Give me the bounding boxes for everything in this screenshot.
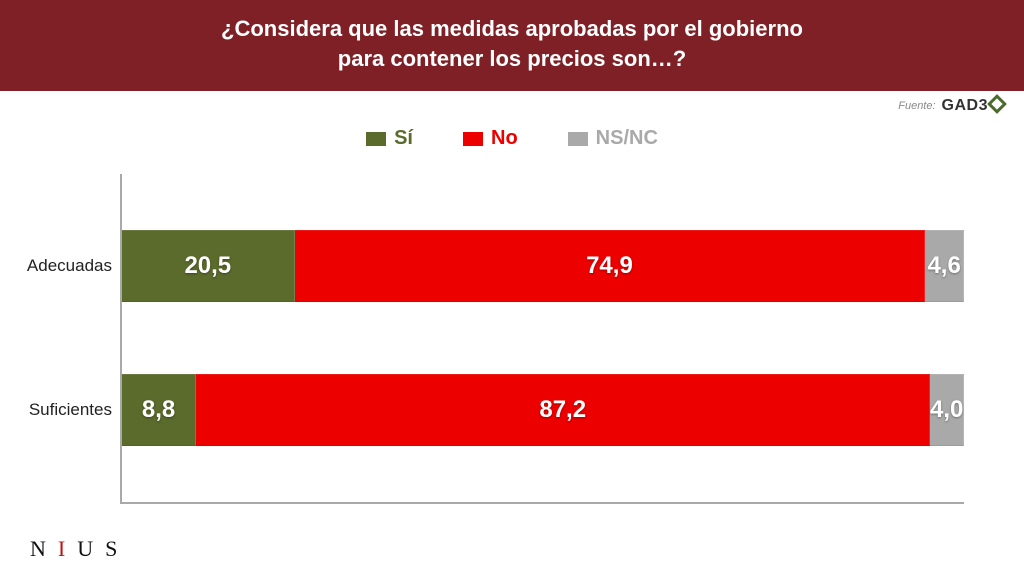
chart-area: Adecuadas20,574,94,6 Suficientes8,887,24,… (120, 174, 964, 504)
source-logo-text: GAD3 (942, 97, 988, 114)
page-container: ¿Considera que las medidas aprobadas por… (0, 0, 1024, 576)
title-line-2: para contener los precios son…? (40, 44, 984, 74)
footer-logo-letter: S (105, 536, 129, 561)
title-bar: ¿Considera que las medidas aprobadas por… (0, 0, 1024, 91)
chart-row: Adecuadas20,574,94,6 (122, 230, 964, 302)
legend-item: NS/NC (568, 127, 658, 150)
chart-legend: Sí No NS/NC (0, 127, 1024, 150)
source-label: Fuente: (898, 100, 935, 112)
legend-swatch (366, 132, 386, 146)
bar-segment: 8,8 (122, 374, 196, 446)
bar-segment: 4,0 (930, 374, 964, 446)
legend-label: NS/NC (596, 127, 658, 150)
footer-logo-letter: U (77, 536, 105, 561)
footer-logo-letter: N (30, 536, 58, 561)
legend-item: No (463, 127, 518, 150)
bar-track: 20,574,94,6 (122, 230, 964, 302)
chart-row: Suficientes8,887,24,0 (122, 374, 964, 446)
row-label: Adecuadas (12, 256, 112, 276)
legend-label: No (491, 127, 518, 150)
footer-logo: NIUS (30, 536, 129, 562)
row-label: Suficientes (12, 400, 112, 420)
bar-segment: 74,9 (295, 230, 926, 302)
source-logo: GAD3 (942, 97, 1004, 115)
bar-track: 8,887,24,0 (122, 374, 964, 446)
legend-swatch (463, 132, 483, 146)
legend-swatch (568, 132, 588, 146)
bar-segment: 87,2 (196, 374, 930, 446)
title-line-1: ¿Considera que las medidas aprobadas por… (40, 14, 984, 44)
cube-icon (987, 94, 1007, 114)
source-row: Fuente: GAD3 (0, 91, 1024, 115)
legend-label: Sí (394, 127, 413, 150)
bar-segment: 4,6 (925, 230, 964, 302)
bar-segment: 20,5 (122, 230, 295, 302)
footer-logo-letter: I (58, 536, 77, 561)
legend-item: Sí (366, 127, 413, 150)
